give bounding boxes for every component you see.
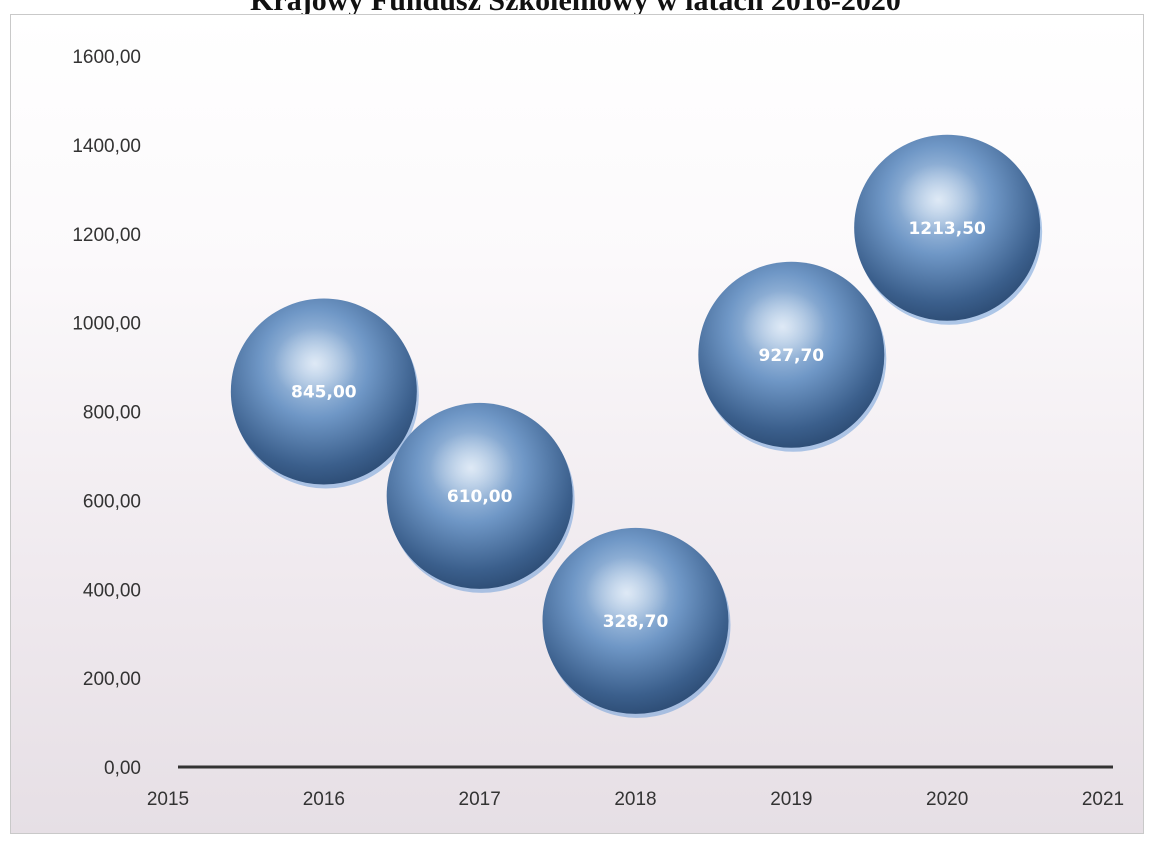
bubble-highlight	[585, 556, 670, 629]
x-tick-label: 2021	[1082, 789, 1124, 810]
bubble-value-label: 328,70	[603, 612, 669, 632]
x-tick-label: 2018	[614, 789, 656, 810]
bubble-highlight	[897, 163, 982, 236]
data-bubble: 1213,50	[854, 134, 1043, 325]
y-tick-label: 1200,00	[72, 225, 141, 246]
bubble-highlight	[273, 327, 358, 400]
bubble-value-label: 845,00	[291, 383, 357, 403]
x-tick-label: 2017	[459, 789, 501, 810]
bubble-highlight	[429, 431, 514, 504]
y-tick-label: 400,00	[83, 580, 141, 601]
y-tick-label: 600,00	[83, 491, 141, 512]
data-bubble: 610,00	[386, 402, 575, 593]
data-bubble: 927,70	[698, 261, 887, 452]
bubble-value-label: 927,70	[759, 346, 825, 366]
y-tick-label: 0,00	[104, 758, 141, 779]
bubble-value-label: 1213,50	[908, 219, 986, 239]
y-tick-label: 1400,00	[72, 136, 141, 157]
bubble-highlight	[741, 290, 826, 363]
x-tick-label: 2019	[770, 789, 812, 810]
y-tick-label: 800,00	[83, 403, 141, 424]
x-tick-label: 2015	[147, 789, 189, 810]
bubble-value-label: 610,00	[447, 487, 513, 507]
y-tick-label: 200,00	[83, 669, 141, 690]
x-tick-label: 2020	[926, 789, 968, 810]
chart-title: Krajowy Fundusz Szkoleniowy w latach 201…	[250, 0, 901, 17]
y-tick-label: 1600,00	[72, 47, 141, 68]
y-tick-label: 1000,00	[72, 314, 141, 335]
data-bubble: 328,70	[542, 527, 731, 718]
data-bubble: 845,00	[230, 298, 419, 489]
x-tick-label: 2016	[303, 789, 345, 810]
